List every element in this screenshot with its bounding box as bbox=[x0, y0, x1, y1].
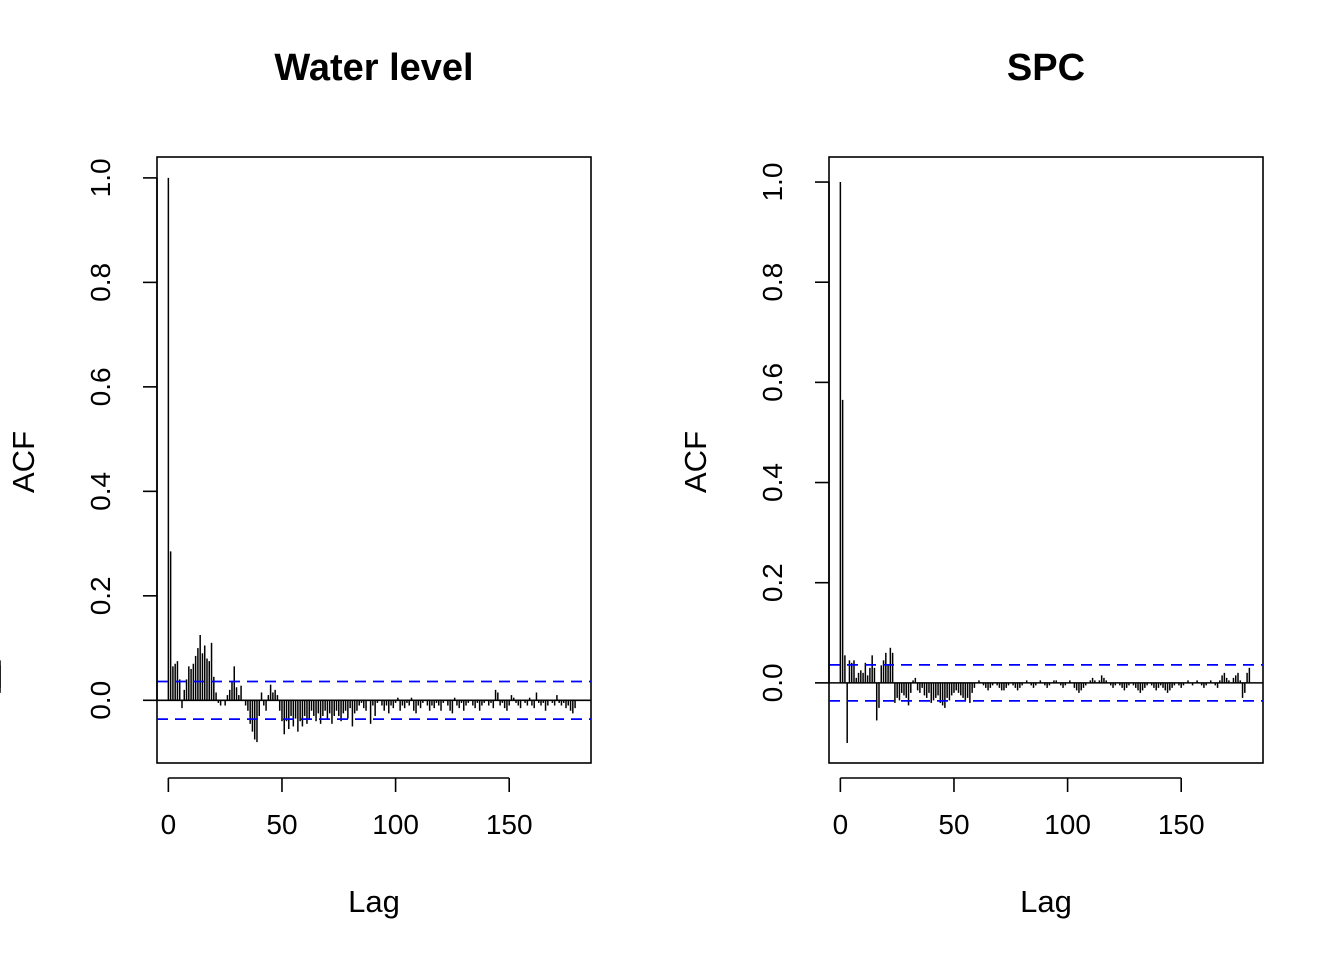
y-axis-label: ACF bbox=[678, 431, 713, 493]
x-tick-label: 0 bbox=[161, 809, 177, 840]
y-tick-label: 0.8 bbox=[85, 263, 116, 302]
y-tick-label: 1.0 bbox=[85, 158, 116, 197]
x-axis-label: Lag bbox=[348, 884, 400, 919]
panel-spc: SPC Lag ACF 0 50 100 150 0.0 0.2 0.4 0.6 0.8 1.0 bbox=[0, 47, 1264, 919]
plot-area: 0 50 100 150 0.0 0.2 0.4 0.6 0.8 1.0 bbox=[85, 156, 592, 840]
x-tick-label: 150 bbox=[1158, 809, 1205, 840]
x-tick-label: 150 bbox=[486, 809, 533, 840]
y-tick-label: 0.6 bbox=[85, 367, 116, 406]
y-tick-label: 0.0 bbox=[757, 663, 788, 702]
plot-area: 0 50 100 150 0.0 0.2 0.4 0.6 0.8 1.0 bbox=[0, 156, 1264, 840]
y-tick-label: 0.2 bbox=[85, 576, 116, 615]
y-tick-label: 0.4 bbox=[85, 472, 116, 511]
y-tick-label: 0.4 bbox=[757, 463, 788, 502]
y-tick-label: 0.0 bbox=[85, 681, 116, 720]
x-tick-label: 100 bbox=[1044, 809, 1091, 840]
y-tick-label: 0.6 bbox=[757, 363, 788, 402]
y-tick-label: 0.2 bbox=[757, 563, 788, 602]
y-tick-label: 1.0 bbox=[757, 163, 788, 202]
x-tick-label: 50 bbox=[266, 809, 297, 840]
panel-water-level: Water level Lag ACF 0 50 100 150 0.0 0.2 0.4 0.… bbox=[6, 47, 592, 919]
y-tick-label: 0.8 bbox=[757, 263, 788, 302]
panel-title: Water level bbox=[274, 47, 473, 89]
x-tick-label: 0 bbox=[833, 809, 849, 840]
panel-title: SPC bbox=[1007, 47, 1085, 89]
x-tick-label: 50 bbox=[938, 809, 969, 840]
x-tick-label: 100 bbox=[372, 809, 419, 840]
x-axis-label: Lag bbox=[1020, 884, 1072, 919]
y-axis-label: ACF bbox=[6, 431, 41, 493]
